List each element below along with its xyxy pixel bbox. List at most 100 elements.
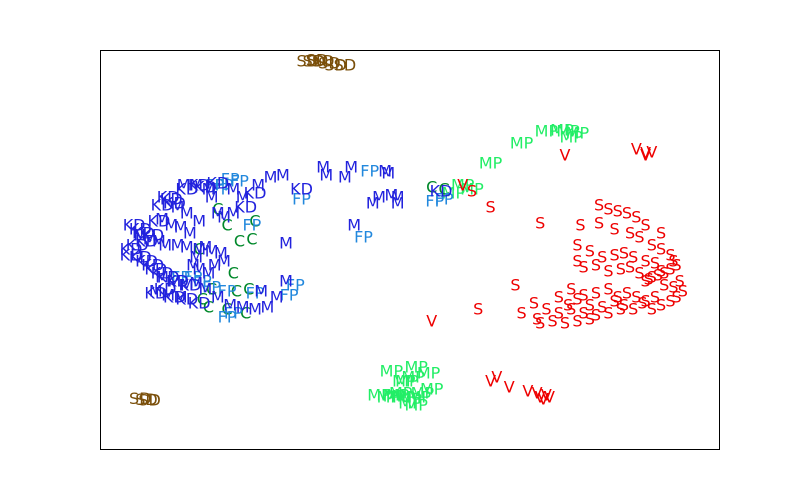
point-m-19: M (217, 208, 231, 227)
point-m-32: M (198, 238, 212, 257)
point-s-11: S (594, 214, 604, 233)
point-mp-18: MP (411, 384, 435, 403)
point-s-52: S (563, 296, 573, 315)
point-s-0: S (467, 182, 477, 201)
point-m-8: M (276, 166, 290, 185)
point-v-12: V (535, 388, 546, 407)
data-marks: SDSDSDSDSDSDSDSDSDSDMPMPMPMPMPMPMPMPMPMP… (120, 51, 688, 415)
point-s-7: S (622, 204, 632, 223)
point-s-56: S (610, 292, 620, 311)
point-m-17: M (192, 212, 206, 231)
point-kd-16: KD (129, 248, 152, 267)
point-s-62: S (665, 292, 675, 311)
point-mp-14: MP (389, 384, 413, 403)
point-s-19: S (672, 256, 682, 275)
point-m-36: M (208, 256, 222, 275)
point-s-81: S (572, 312, 582, 331)
point-m-18: M (211, 204, 225, 223)
plot-area-frame (100, 50, 720, 450)
point-s-84: S (510, 276, 520, 295)
point-m-47: M (149, 282, 163, 301)
point-fp-16: FP (280, 286, 299, 305)
point-sd-0: SD (296, 52, 318, 71)
point-kd-0: KD (188, 176, 211, 195)
point-m-23: M (174, 218, 188, 237)
point-kd-6: KD (160, 190, 183, 209)
point-fp-7: FP (360, 162, 379, 181)
point-mp-10: MP (404, 358, 428, 377)
point-s-76: S (517, 304, 527, 323)
point-s-37: S (625, 258, 635, 277)
point-mp-23: MP (383, 387, 407, 406)
point-kd-30: KD (244, 184, 267, 203)
point-m-31: M (192, 240, 206, 259)
point-fp-19: FP (425, 192, 444, 211)
point-m-41: M (155, 268, 169, 287)
point-c-15: C (439, 180, 450, 199)
point-s-80: S (560, 314, 570, 333)
point-mp-1: MP (550, 120, 574, 139)
point-s-67: S (675, 272, 685, 291)
point-c-7: C (206, 280, 217, 299)
point-m-39: M (192, 260, 206, 279)
point-m-21: M (155, 210, 169, 229)
point-v-3: V (646, 143, 657, 162)
point-m-26: M (143, 230, 157, 249)
point-c-5: C (194, 240, 205, 259)
point-kd-8: KD (147, 212, 170, 231)
point-kd-27: KD (163, 288, 186, 307)
point-s-57: S (619, 296, 629, 315)
point-m-29: M (171, 236, 185, 255)
point-kd-4: KD (157, 188, 180, 207)
point-sd-1: SD (303, 52, 325, 71)
point-m-56: M (347, 216, 361, 235)
point-kd-13: KD (135, 232, 158, 251)
point-v-14: V (538, 390, 549, 409)
point-m-7: M (264, 168, 278, 187)
point-m-27: M (152, 232, 166, 251)
point-s-31: S (650, 254, 660, 273)
point-s-35: S (603, 262, 613, 281)
point-fp-0: FP (221, 170, 240, 189)
point-m-11: M (338, 168, 352, 187)
point-mp-21: MP (398, 394, 422, 413)
point-m-61: M (391, 194, 405, 213)
point-fp-4: FP (215, 176, 234, 195)
point-m-34: M (214, 244, 228, 263)
point-s-68: S (529, 294, 539, 313)
point-m-13: M (378, 162, 392, 181)
point-mp-22: MP (404, 396, 428, 415)
point-s-38: S (634, 264, 644, 283)
point-s-69: S (541, 300, 551, 319)
point-kd-21: KD (151, 264, 174, 283)
point-mp-26: MP (380, 362, 404, 381)
point-s-42: S (566, 280, 576, 299)
point-c-11: C (203, 298, 214, 317)
point-mp-11: MP (417, 364, 441, 383)
point-v-13: V (541, 386, 552, 405)
point-mp-0: MP (535, 122, 559, 141)
point-m-2: M (202, 180, 216, 199)
point-kd-31: KD (234, 198, 257, 217)
point-s-3: S (575, 216, 585, 235)
point-s-48: S (631, 288, 641, 307)
point-s-33: S (579, 258, 589, 277)
point-v-8: V (485, 372, 496, 391)
point-s-74: S (603, 304, 613, 323)
point-m-62: M (279, 234, 293, 253)
point-m-40: M (202, 264, 216, 283)
point-sd-7: SD (129, 389, 151, 408)
point-s-12: S (610, 220, 620, 239)
point-m-9: M (316, 158, 330, 177)
point-s-13: S (625, 224, 635, 243)
point-m-63: M (254, 282, 268, 301)
point-s-18: S (668, 252, 678, 271)
point-mp-5: MP (510, 134, 534, 153)
point-s-75: S (616, 300, 626, 319)
point-s-44: S (591, 284, 601, 303)
point-s-27: S (610, 246, 620, 265)
point-s-46: S (613, 288, 623, 307)
point-s-45: S (603, 280, 613, 299)
point-c-1: C (222, 216, 233, 235)
point-m-46: M (211, 288, 225, 307)
